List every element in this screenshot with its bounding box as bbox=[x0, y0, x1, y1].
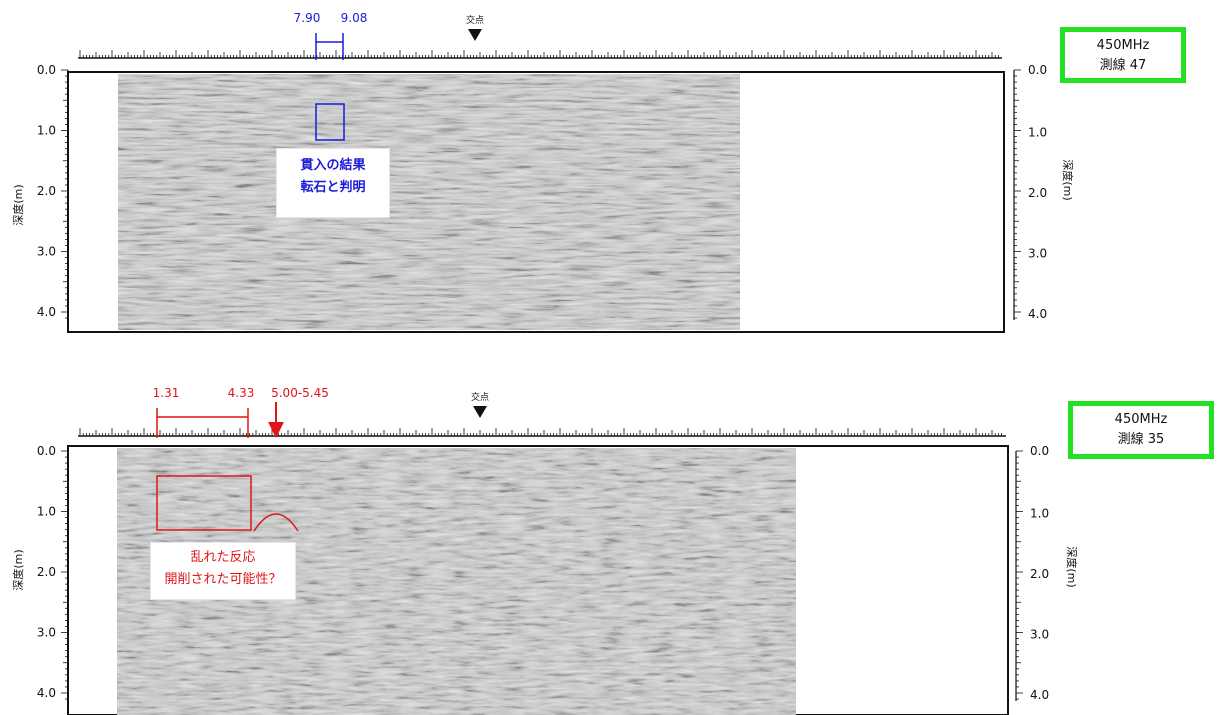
panel-top: 0.0 0.0 1.0 1.0 2.0 2.0 3.0 3.0 4.0 4.0 交点 7.90 9… bbox=[11, 11, 1075, 333]
right-axis-title: 深度(m) bbox=[1065, 546, 1079, 587]
radargram-texture bbox=[118, 74, 740, 330]
depth-tick-label: 1.0 bbox=[37, 505, 56, 519]
depth-tick-label: 3.0 bbox=[37, 626, 56, 640]
depth-tick-label: 3.0 bbox=[1030, 628, 1049, 642]
depth-tick-label: 4.0 bbox=[1030, 688, 1049, 702]
depth-tick-label: 4.0 bbox=[37, 686, 56, 700]
depth-axes: 0.0 0.0 1.0 1.0 2.0 2.0 3.0 3.0 4.0 4.0 bbox=[37, 63, 1047, 321]
right-axis-title: 深度(m) bbox=[1061, 159, 1075, 200]
depth-tick-label: 3.0 bbox=[1028, 247, 1047, 261]
disturbed-area-box bbox=[156, 475, 252, 531]
point-marker-icon bbox=[268, 422, 284, 438]
intersection-marker-icon bbox=[468, 29, 482, 41]
depth-tick-label: 2.0 bbox=[1028, 186, 1047, 200]
distance-ruler bbox=[79, 428, 1002, 436]
depth-tick-label: 1.0 bbox=[37, 124, 56, 138]
depth-tick-label: 4.0 bbox=[1028, 307, 1047, 321]
distance-ruler bbox=[79, 50, 999, 58]
line-35-label-box: 450MHz 測線 35 bbox=[1068, 401, 1214, 459]
boulder-callout: 貫入の結果 転石と判明 bbox=[276, 148, 390, 218]
range-end-label: 9.08 bbox=[341, 11, 368, 25]
depth-tick-label: 0.0 bbox=[37, 444, 56, 458]
boulder-highlight-box bbox=[315, 103, 345, 141]
depth-tick-label: 1.0 bbox=[1028, 126, 1047, 140]
depth-tick-label: 2.0 bbox=[37, 184, 56, 198]
left-axis-title: 深度(m) bbox=[11, 184, 25, 225]
hyperbola-highlight bbox=[253, 513, 299, 532]
depth-tick-label: 2.0 bbox=[37, 565, 56, 579]
depth-tick-label: 2.0 bbox=[1030, 567, 1049, 581]
depth-tick-label: 0.0 bbox=[1028, 63, 1047, 77]
line-47-label-box: 450MHz 測線 47 bbox=[1060, 27, 1186, 83]
range-start-label: 7.90 bbox=[294, 11, 321, 25]
depth-tick-label: 0.0 bbox=[37, 63, 56, 77]
depth-tick-label: 0.0 bbox=[1030, 444, 1049, 458]
left-axis-title: 深度(m) bbox=[11, 549, 25, 590]
intersection-label: 交点 bbox=[471, 391, 489, 403]
disturbed-callout: 乱れた反応 開削された可能性？ bbox=[150, 542, 296, 600]
intersection-label: 交点 bbox=[466, 14, 484, 26]
intersection-marker-icon bbox=[473, 406, 487, 418]
depth-tick-label: 4.0 bbox=[37, 305, 56, 319]
range-start-label: 1.31 bbox=[153, 386, 180, 400]
depth-tick-label: 3.0 bbox=[37, 245, 56, 259]
range-end-label: 4.33 bbox=[228, 386, 255, 400]
depth-tick-label: 1.0 bbox=[1030, 507, 1049, 521]
point-label: 5.00-5.45 bbox=[271, 386, 329, 400]
depth-axes: 0.0 0.0 1.0 1.0 2.0 2.0 3.0 3.0 4.0 4.0 bbox=[37, 444, 1049, 702]
